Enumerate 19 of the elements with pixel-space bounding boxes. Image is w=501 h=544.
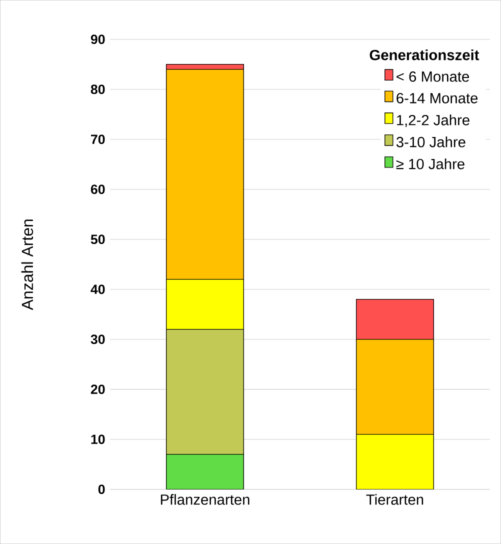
y-tick-label: 20 bbox=[90, 384, 105, 394]
x-tick-label: Tierarten bbox=[366, 494, 424, 505]
legend-label: 3-10 Jahre bbox=[396, 136, 466, 148]
legend-label: 1,2-2 Jahre bbox=[397, 114, 470, 128]
x-tick-label: Pflanzenarten bbox=[160, 494, 250, 505]
y-tick-label: 10 bbox=[91, 434, 105, 444]
legend-label: < 6 Monate bbox=[396, 71, 470, 82]
y-tick-label: 50 bbox=[90, 234, 105, 244]
legend-label: 6-14 Monate bbox=[396, 92, 478, 104]
y-tick-label: 70 bbox=[91, 134, 105, 144]
legend-title: Generationszeit bbox=[370, 49, 480, 60]
y-axis-title: Anzahl Arten bbox=[21, 220, 34, 310]
y-tick-label: 40 bbox=[90, 284, 105, 294]
y-tick-label: 30 bbox=[90, 334, 105, 344]
legend-label: ≥ 10 Jahre bbox=[396, 158, 464, 170]
y-tick-label: 90 bbox=[90, 34, 105, 44]
y-tick-label: 0 bbox=[98, 484, 105, 494]
y-tick-label: 60 bbox=[90, 184, 105, 194]
y-tick-label: 80 bbox=[90, 84, 105, 94]
